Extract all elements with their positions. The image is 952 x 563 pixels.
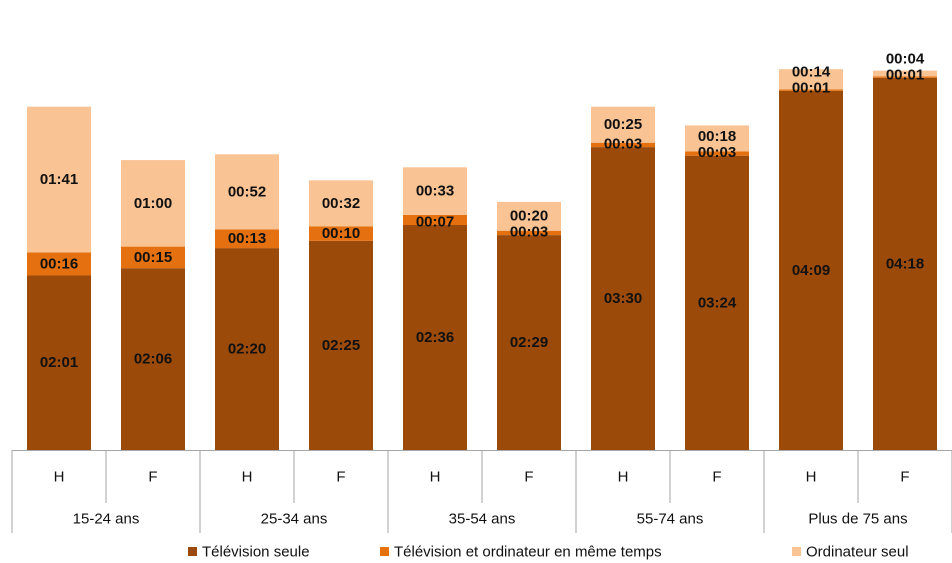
segment-value-label: 02:29 [510, 334, 548, 351]
segment-value-label: 00:16 [40, 255, 78, 272]
bars-layer [27, 69, 937, 451]
segment-value-label: 04:18 [886, 255, 924, 272]
segment-value-label: 00:18 [698, 128, 736, 145]
legend: Télévision seule Télévision et ordinateur… [188, 544, 909, 561]
bar-segment [497, 201, 561, 231]
legend-swatch [792, 547, 801, 556]
segment-value-label: 02:20 [228, 341, 266, 358]
category-tick-label: H [242, 469, 253, 486]
legend-swatch [188, 547, 197, 556]
bar-segment [685, 125, 749, 152]
segment-value-label: 01:41 [40, 171, 78, 188]
bar-segment [215, 248, 279, 450]
bar-segment [121, 160, 185, 247]
category-tick-label: F [148, 469, 157, 486]
segment-value-label: 03:24 [698, 294, 737, 311]
bar-segment [309, 180, 373, 227]
bar-segment [309, 226, 373, 241]
category-axis: H F H F H F H F H F 15-24 ans 25-34 ans 35-54 ans 55-… [11, 450, 952, 533]
bar-segment [403, 167, 467, 215]
category-tick-label: H [806, 469, 817, 486]
segment-value-label: 00:33 [416, 183, 454, 200]
bar-segment [873, 70, 937, 77]
bar-segment [27, 275, 91, 450]
segment-value-label: 00:10 [322, 225, 360, 242]
legend-swatch [380, 547, 389, 556]
category-tick-label: H [54, 469, 65, 486]
segment-value-label: 02:25 [322, 337, 360, 354]
category-tick-label: F [336, 469, 345, 486]
segment-value-label: 00:04 [886, 50, 925, 67]
segment-value-label: 00:01 [886, 66, 924, 83]
legend-label: Télévision seule [202, 544, 310, 561]
segment-value-label: 02:36 [416, 329, 454, 346]
legend-label: Télévision et ordinateur en même temps [394, 544, 662, 561]
segment-value-label: 00:20 [510, 208, 548, 225]
bar-segment [497, 230, 561, 235]
segment-labels-layer: 02:01 00:16 01:41 02:06 00:15 01:00 02:20 00:13… [40, 50, 925, 371]
group-tick-label: 55-74 ans [637, 511, 704, 528]
segment-value-label: 00:25 [604, 116, 642, 133]
segment-value-label: 00:15 [134, 249, 172, 266]
segment-value-label: 02:01 [40, 354, 78, 371]
legend-label: Ordinateur seul [806, 544, 909, 561]
segment-value-label: 04:09 [792, 262, 830, 279]
bar-segment [121, 246, 185, 269]
bar-segment [591, 106, 655, 143]
bar-segment [403, 225, 467, 450]
bar-segment [591, 147, 655, 450]
bar-segment [685, 151, 749, 156]
group-tick-label: 15-24 ans [73, 511, 140, 528]
segment-value-label: 00:14 [792, 63, 831, 80]
group-tick-label: 35-54 ans [449, 511, 516, 528]
segment-value-label: 00:13 [228, 230, 266, 247]
bar-segment [215, 154, 279, 230]
bar-segment [779, 69, 843, 90]
category-tick-label: H [430, 469, 441, 486]
segment-value-label: 00:03 [510, 224, 548, 241]
bar-segment [779, 90, 843, 451]
segment-value-label: 00:03 [604, 136, 642, 153]
bar-segment [873, 76, 937, 78]
segment-value-label: 00:32 [322, 195, 360, 212]
category-tick-label: H [618, 469, 629, 486]
bar-segment [873, 77, 937, 451]
segment-value-label: 00:03 [698, 144, 736, 161]
bar-segment [403, 214, 467, 225]
segment-value-label: 03:30 [604, 290, 642, 307]
bar-segment [779, 89, 843, 91]
bar-segment [27, 106, 91, 253]
segment-value-label: 00:01 [792, 79, 830, 96]
bar-segment [497, 235, 561, 450]
category-tick-label: F [900, 469, 909, 486]
segment-value-label: 01:00 [134, 195, 172, 212]
bar-segment [121, 268, 185, 450]
group-tick-label: 25-34 ans [261, 511, 328, 528]
bar-segment [215, 229, 279, 249]
bar-segment [309, 240, 373, 450]
segment-value-label: 00:07 [416, 214, 454, 231]
bar-segment [27, 252, 91, 276]
bar-segment [591, 142, 655, 147]
segment-value-label: 02:06 [134, 351, 172, 368]
segment-value-label: 00:52 [228, 183, 266, 200]
category-tick-label: F [524, 469, 533, 486]
bar-segment [685, 155, 749, 450]
category-tick-label: F [712, 469, 721, 486]
group-tick-label: Plus de 75 ans [808, 511, 907, 528]
